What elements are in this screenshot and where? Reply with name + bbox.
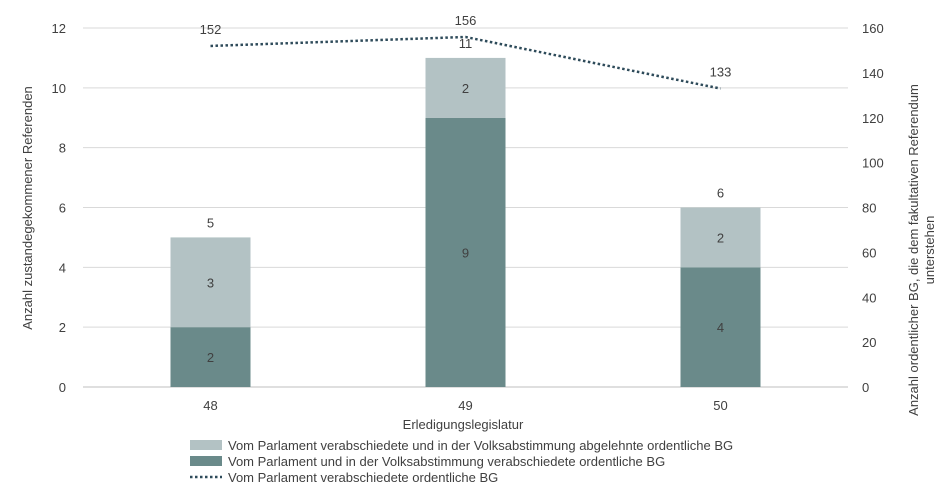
x-tick-label: 48 xyxy=(203,398,217,413)
segment-value-label: 3 xyxy=(207,275,214,290)
legend: Vom Parlament verabschiedete und in der … xyxy=(190,438,733,485)
y-tick-label: 8 xyxy=(59,141,66,156)
legend-label: Vom Parlament verabschiedete und in der … xyxy=(228,438,733,453)
legend-label: Vom Parlament verabschiedete ordentliche… xyxy=(228,470,498,485)
y2-tick-label: 160 xyxy=(862,21,884,36)
line-value-label: 156 xyxy=(455,13,477,28)
segment-value-label: 9 xyxy=(462,245,469,260)
segment-value-label: 4 xyxy=(717,320,724,335)
y-tick-label: 4 xyxy=(59,260,66,275)
x-tick-label: 50 xyxy=(713,398,727,413)
total-label: 6 xyxy=(717,186,724,201)
y2-tick-label: 140 xyxy=(862,66,884,81)
bar-segment xyxy=(425,117,506,387)
x-tick-label: 49 xyxy=(458,398,472,413)
total-label: 11 xyxy=(459,36,473,51)
line-value-label: 133 xyxy=(710,65,732,80)
y2-tick-label: 40 xyxy=(862,290,876,305)
segment-value-label: 2 xyxy=(207,350,214,365)
total-label: 5 xyxy=(207,215,214,230)
bar-segment xyxy=(170,237,251,328)
y-tick-label: 10 xyxy=(52,81,66,96)
bar-segment xyxy=(425,57,506,118)
line-series xyxy=(210,35,721,90)
segment-value-label: 2 xyxy=(717,230,724,245)
bar-segment xyxy=(170,327,251,387)
data-labels: 2 3 5 9 2 11 4 2 6 152 156 133 xyxy=(200,13,732,365)
y-tick-label: 2 xyxy=(59,320,66,335)
legend-label: Vom Parlament und in der Volksabstimmung… xyxy=(228,454,665,469)
legend-swatch xyxy=(190,456,222,466)
y2-tick-label: 100 xyxy=(862,156,884,171)
line-value-label: 152 xyxy=(200,22,222,37)
segment-value-label: 2 xyxy=(462,81,469,96)
y2-tick-label: 60 xyxy=(862,245,876,260)
y2-axis-label-line1: Anzahl ordentlicher BG, die dem fakultat… xyxy=(906,84,921,416)
y2-tick-label: 120 xyxy=(862,111,884,126)
y2-tick-label: 0 xyxy=(862,380,869,395)
y-tick-label: 0 xyxy=(59,380,66,395)
bar-segment xyxy=(680,207,761,268)
y-tick-label: 6 xyxy=(59,201,66,216)
y-axis-label: Anzahl zustandegekommener Referenden xyxy=(20,86,35,330)
y2-tick-label: 80 xyxy=(862,201,876,216)
y2-axis-label-line2: unterstehen xyxy=(922,216,937,285)
x-axis-label: Erledigungslegislatur xyxy=(403,417,524,432)
bar-segment xyxy=(680,267,761,387)
y2-tick-label: 20 xyxy=(862,335,876,350)
y-tick-label: 12 xyxy=(52,21,66,36)
y2-axis-ticks: 0 20 40 60 80 100 120 140 160 xyxy=(862,21,884,395)
legend-swatch xyxy=(190,440,222,450)
y-axis-ticks: 0 2 4 6 8 10 12 xyxy=(52,21,66,395)
bars xyxy=(170,57,761,387)
x-axis-ticks: 48 49 50 xyxy=(203,398,727,413)
